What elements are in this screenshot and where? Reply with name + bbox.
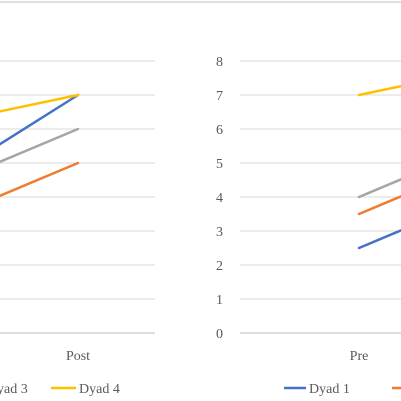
y-tick-label-6: 6	[216, 123, 223, 138]
right-series-dyad-4	[357, 84, 401, 97]
legend-label-dyad-4: Dyad 4	[79, 382, 120, 397]
y-tick-label-0: 0	[216, 327, 223, 342]
right-chart-legend: Dyad 1	[284, 382, 401, 397]
y-tick-label-3: 3	[216, 225, 223, 240]
right-chart-series	[357, 84, 401, 250]
y-tick-label-2: 2	[216, 259, 223, 274]
left-chart-series	[0, 93, 80, 198]
right-chart-y-tick-labels: 0 1 2 3 4 5 6 7 8	[216, 55, 223, 342]
left-series-dyad-3	[0, 127, 80, 164]
y-tick-label-7: 7	[216, 89, 223, 104]
left-chart-legend: yad 3 Dyad 4	[0, 382, 120, 397]
right-chart-gridlines	[240, 60, 401, 334]
right-chart-x-tick-label-pre: Pre	[350, 349, 369, 364]
legend-label-dyad-3-partial: yad 3	[0, 382, 28, 397]
legend-label-dyad-1: Dyad 1	[309, 382, 350, 397]
left-series-dyad-1	[0, 93, 80, 146]
right-series-dyad-3	[357, 178, 401, 199]
left-chart-x-tick-label-post: Post	[66, 349, 90, 364]
y-tick-label-8: 8	[216, 55, 223, 70]
right-series-dyad-1	[357, 229, 401, 250]
left-series-dyad-4	[0, 93, 80, 113]
right-series-dyad-2	[357, 195, 401, 216]
y-tick-label-5: 5	[216, 157, 223, 172]
left-series-dyad-2	[0, 161, 80, 198]
y-tick-label-4: 4	[216, 191, 223, 206]
y-tick-label-1: 1	[216, 293, 223, 308]
